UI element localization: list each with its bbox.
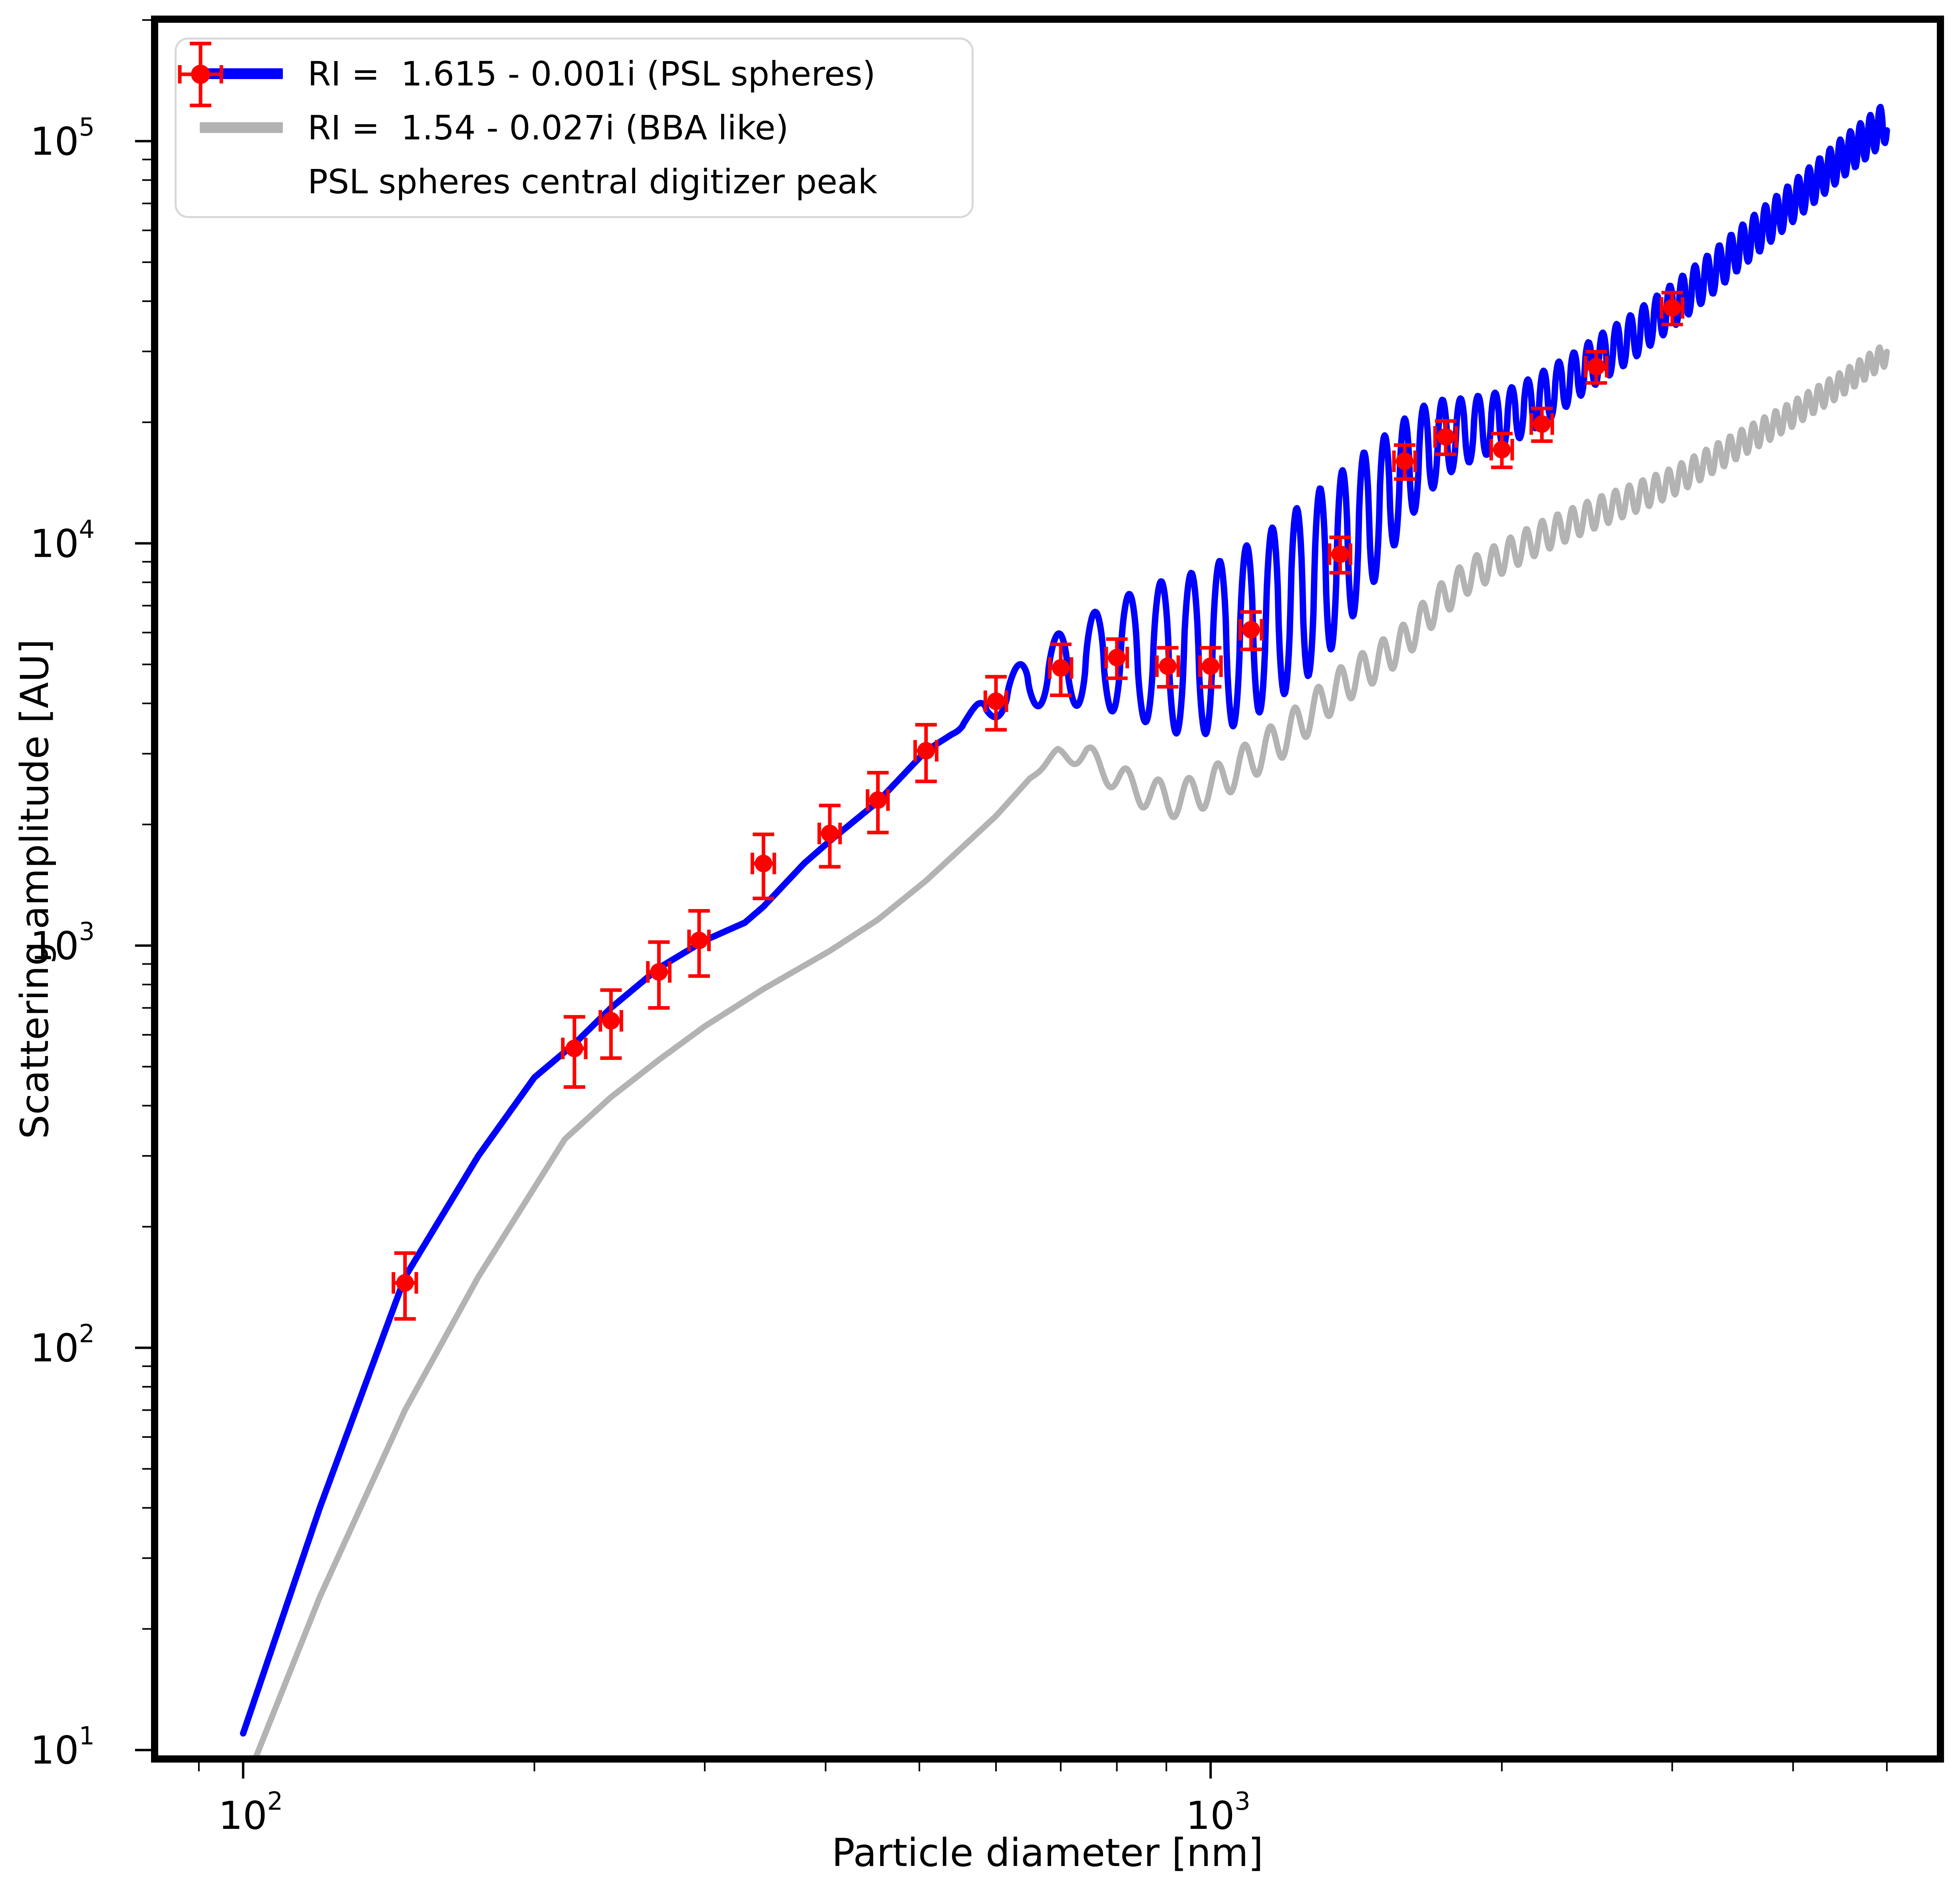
axis-ticks (135, 19, 1888, 1779)
data-point-marker (1587, 357, 1605, 375)
data-point-marker (987, 692, 1005, 710)
data-point-marker (1108, 649, 1126, 667)
data-point (1489, 431, 1514, 469)
data-point (1048, 642, 1073, 697)
data-point (866, 771, 890, 834)
data-point-marker (396, 1274, 414, 1292)
data-point (598, 988, 623, 1060)
y-tick-label: 101 (30, 1721, 95, 1773)
data-point-marker (1493, 441, 1511, 459)
data-point-marker (1533, 415, 1551, 433)
legend-label-bba-model: RI = 1.54 - 0.027i (BBA like) (308, 108, 789, 147)
data-point-marker (1159, 657, 1177, 675)
data-point (1238, 610, 1264, 651)
y-axis-label: Scattering amplitude [AU] (12, 639, 57, 1139)
data-point (817, 804, 842, 869)
data-point-marker (1242, 621, 1260, 639)
data-point (392, 1251, 418, 1321)
data-point-marker (755, 854, 773, 872)
legend-row-psl-points: PSL spheres central digitizer peak (178, 42, 956, 206)
data-point-marker (602, 1012, 620, 1030)
errorbar-glyph (178, 42, 223, 107)
data-point (1104, 637, 1129, 680)
data-point-marker (869, 791, 887, 809)
data-point (983, 675, 1008, 732)
data-point (561, 1015, 588, 1089)
data-point (1529, 407, 1554, 443)
data-point-marker (917, 742, 935, 760)
plot-border (151, 16, 1944, 1763)
y-tick-label: 104 (30, 514, 95, 566)
data-point (1155, 646, 1180, 689)
y-tick-label: 105 (30, 112, 95, 164)
data-point-marker (821, 824, 839, 842)
legend-label-psl-model: RI = 1.615 - 0.001i (PSL spheres) (308, 54, 876, 93)
x-tick-label: 103 (1186, 1787, 1250, 1838)
data-point (913, 723, 939, 783)
legend-label-psl-points: PSL spheres central digitizer peak (308, 162, 878, 202)
data-point-marker (565, 1039, 583, 1057)
data-point-marker (1395, 452, 1413, 470)
data-point-marker (1437, 428, 1455, 446)
psl-model-curve (240, 103, 1890, 1737)
data-point-marker (1202, 657, 1220, 675)
bba-model-curve (253, 344, 1890, 1755)
legend-row-bba-model: RI = 1.54 - 0.027i (BBA like) (200, 104, 956, 152)
gray-line-swatch-icon (200, 122, 283, 133)
y-tick-label: 102 (30, 1319, 95, 1371)
data-point-marker (650, 963, 668, 981)
data-point (1328, 535, 1352, 575)
data-point (1198, 646, 1223, 689)
data-point (750, 832, 776, 900)
data-point (687, 909, 711, 978)
x-axis-label: Particle diameter [nm] (832, 1830, 1263, 1875)
data-point-marker (1331, 545, 1349, 563)
x-tick-label: 102 (219, 1787, 283, 1838)
legend: RI = 1.615 - 0.001i (PSL spheres) RI = 1… (175, 38, 974, 218)
data-point (1660, 291, 1685, 326)
data-point (1433, 419, 1458, 456)
psl-data-points (392, 291, 1685, 1321)
data-point (1584, 350, 1609, 385)
data-point-marker (690, 931, 708, 949)
data-point-marker (1052, 659, 1070, 677)
data-point (1392, 443, 1417, 481)
y-tick-label: 103 (30, 917, 95, 968)
data-point (646, 940, 672, 1010)
legend-row-psl-model: RI = 1.615 - 0.001i (PSL spheres) (200, 50, 956, 98)
data-point-marker (1663, 299, 1681, 317)
